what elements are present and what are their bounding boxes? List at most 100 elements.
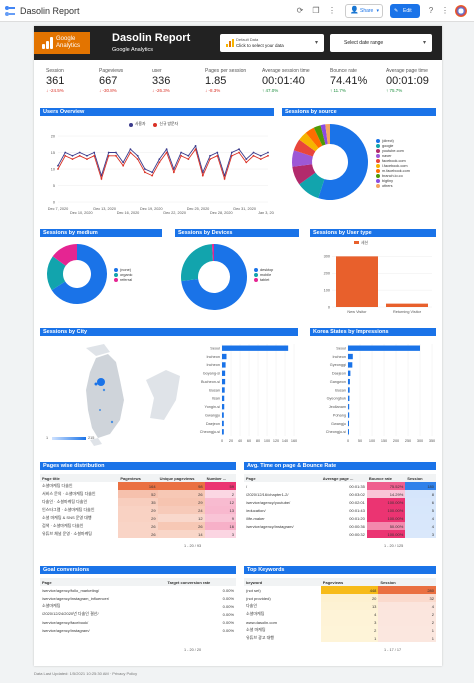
data-point xyxy=(165,148,168,151)
table-row[interactable]: 소셜마케팅 다솔인 164 98 59 xyxy=(40,482,236,490)
table-row[interactable]: /service/agency/follo_marketing/0.00% xyxy=(40,586,236,594)
data-point xyxy=(93,154,96,157)
users-legend: 사용자 신규 방문자 xyxy=(129,122,178,127)
table-cell: 4 xyxy=(320,610,379,618)
keywords-pager[interactable]: 1 - 17 / 17 xyxy=(384,648,402,652)
legend-swatch xyxy=(376,153,380,158)
kpi-pageviews: Pageviews 667 ↓ -30.8% xyxy=(99,68,123,93)
table-cell: /service/agency/youtube/ xyxy=(246,499,291,505)
apps-grid-icon[interactable]: ⋮ xyxy=(441,6,449,15)
kpi-delta: ↓ -26.3% xyxy=(152,88,170,93)
y-tick-label: Cheongju-si xyxy=(326,430,346,434)
donut-slice xyxy=(299,132,319,152)
table-row[interactable]: /service/agency/facebook/0.00% xyxy=(40,618,236,626)
x-tick-label: Dec 19, 2020 xyxy=(140,207,163,211)
pages-pager[interactable]: 1 - 20 / 93 xyxy=(184,544,202,548)
column-header[interactable]: Page xyxy=(244,474,321,482)
table-row[interactable]: /service/agency/youtube/00:02:01 100.00% 6 xyxy=(244,498,436,506)
data-point xyxy=(172,168,175,170)
data-point xyxy=(107,154,110,157)
more-vert-icon[interactable]: ⋮ xyxy=(328,6,336,15)
table-row[interactable]: 소셜 마케팅 & SNS 운영 대행 29 12 9 xyxy=(40,514,236,522)
x-tick-label: Returning Visitor xyxy=(393,310,422,314)
x-tick-label: 40 xyxy=(238,439,242,443)
column-header[interactable]: Session xyxy=(378,578,436,586)
column-header[interactable]: Page xyxy=(40,578,166,586)
table-row[interactable]: 소셜마케팅 0.00% xyxy=(40,602,236,610)
column-header[interactable]: Number ... xyxy=(204,474,236,482)
table-row[interactable]: /life-maker 00:01:20 100.00% 4 xyxy=(244,514,436,522)
edit-button[interactable]: ✎ Edit xyxy=(390,4,420,18)
x-tick-label: 160 xyxy=(291,439,297,443)
table-row[interactable]: 다솔인 · 소셜마케팅 다솔인 35 29 12 xyxy=(40,498,236,506)
data-point xyxy=(216,151,219,154)
column-header[interactable]: Page title xyxy=(40,474,119,482)
column-header[interactable]: Target conversion rate xyxy=(165,578,236,586)
avatar[interactable] xyxy=(455,5,467,17)
kpi-delta: ↓ -30.8% xyxy=(99,88,117,93)
table-row[interactable]: /education/00:01:43 100.00% 5 xyxy=(244,506,436,514)
x-tick-label: 20 xyxy=(229,439,233,443)
table-row[interactable]: 유튜브 채널 운영 · 소셜마케팅 26 14 3 xyxy=(40,530,236,538)
column-header[interactable]: Average page ... xyxy=(320,474,367,482)
table-row[interactable]: www.dasolin.com 3 2 xyxy=(244,618,436,626)
kpi-delta: ↓ -24.5% xyxy=(46,88,64,93)
table-cell: 14.29% xyxy=(366,490,406,498)
user-type-bar-chart: 세션 0 100 200 300 New Visitor Returning Visitor xyxy=(324,240,432,314)
kpi-bounce-rate: Bounce rate 74.41% ↑ 11.7% xyxy=(330,68,367,93)
table-header-row: Page title Pageviews Unique pageviews Numbe… xyxy=(40,474,236,482)
goal-pager[interactable]: 1 - 20 / 20 xyxy=(184,648,202,652)
donut-slice xyxy=(292,164,316,185)
data-point xyxy=(267,154,269,157)
refresh-icon[interactable]: ⟳ xyxy=(296,6,304,15)
data-source-filter[interactable]: Default Data Click to select your data ▾ xyxy=(220,34,324,52)
column-header[interactable]: Session xyxy=(405,474,436,482)
column-header[interactable]: Pageviews xyxy=(118,474,158,482)
legend-item: 신규 방문자 xyxy=(153,122,178,127)
table-row[interactable]: (not provided) 20 32 xyxy=(244,594,436,602)
table-row[interactable]: 소셜마케팅 4 2 xyxy=(244,610,436,618)
table-row[interactable]: 서비스 문의 · 소셜마케팅 다솔인 52 26 2 xyxy=(40,490,236,498)
data-point xyxy=(223,178,226,180)
column-header[interactable]: keyword xyxy=(244,578,321,586)
table-row[interactable]: /service/agency/instagram/00:00:36 50.00%… xyxy=(244,522,436,530)
y-tick-label: Seoul xyxy=(210,346,220,350)
legend-swatch xyxy=(376,183,380,188)
footer-text: Data Last Updated: 1/5/2021 10:25:30 AM … xyxy=(34,671,138,676)
table-row[interactable]: 인스타그램 · 소셜마케팅 다솔인 29 24 13 xyxy=(40,506,236,514)
app-toolbar: Dasolin Report ⟳ ❐ ⋮ 👤 Share ▾ ✎ Edit ? ⋮ xyxy=(0,0,474,22)
legend-label: l.facebook.com xyxy=(382,163,408,168)
section-title-goal-conversions: Goal conversions xyxy=(40,566,236,574)
table-cell: /life-maker xyxy=(246,515,265,521)
column-header[interactable]: Unique pageviews xyxy=(157,474,205,482)
copy-icon[interactable]: ❐ xyxy=(312,6,320,15)
help-icon[interactable]: ? xyxy=(428,6,434,15)
donut-slice xyxy=(318,124,368,200)
table-row[interactable]: / 00:01:35 75.52% 180 xyxy=(244,482,436,490)
table-row[interactable]: 유튜브 광고 대행 1 1 xyxy=(244,634,436,642)
table-row[interactable]: /service/agency/instagram_influencer/0.0… xyxy=(40,594,236,602)
table-cell: /service/agency/facebook/ xyxy=(42,619,89,625)
table-row[interactable]: 소셜 마케팅 2 1 xyxy=(244,626,436,634)
table-cell: 00:01:43 xyxy=(349,507,365,513)
table-row[interactable]: (not set) 448 280 xyxy=(244,586,436,594)
avg-pager[interactable]: 1 - 20 / 125 xyxy=(384,544,404,548)
bar xyxy=(348,370,351,376)
report-title: Dasolin Report xyxy=(112,32,191,44)
data-point xyxy=(136,158,139,160)
table-row[interactable]: 00:00:32 100.00% 3 xyxy=(244,530,436,538)
kpi-value: 1.85 xyxy=(205,75,227,87)
table-row[interactable]: /2020/12/24/2020년 다솔인 결산/0.00% xyxy=(40,610,236,618)
table-row[interactable]: 다솔인 13 4 xyxy=(244,602,436,610)
x-tick-label: Dec 28, 2020 xyxy=(210,211,233,215)
table-row[interactable]: 검색 · 소셜마케팅 다솔인 26 26 16 xyxy=(40,522,236,530)
report-subtitle: Google Analytics xyxy=(112,47,153,53)
table-cell: 448 xyxy=(320,586,379,594)
table-row[interactable]: /2020/12/16/chapter1-2/00:03:02 14.29% 8 xyxy=(244,490,436,498)
column-header[interactable]: Bounce rate xyxy=(366,474,406,482)
share-button[interactable]: 👤 Share ▾ xyxy=(345,4,383,18)
column-header[interactable]: Pageviews xyxy=(320,578,379,586)
date-range-picker[interactable]: Select date range ▾ xyxy=(330,34,432,52)
table-row[interactable]: /service/agency/instagram/0.00% xyxy=(40,626,236,634)
kpi-value: 74.41% xyxy=(330,75,368,87)
